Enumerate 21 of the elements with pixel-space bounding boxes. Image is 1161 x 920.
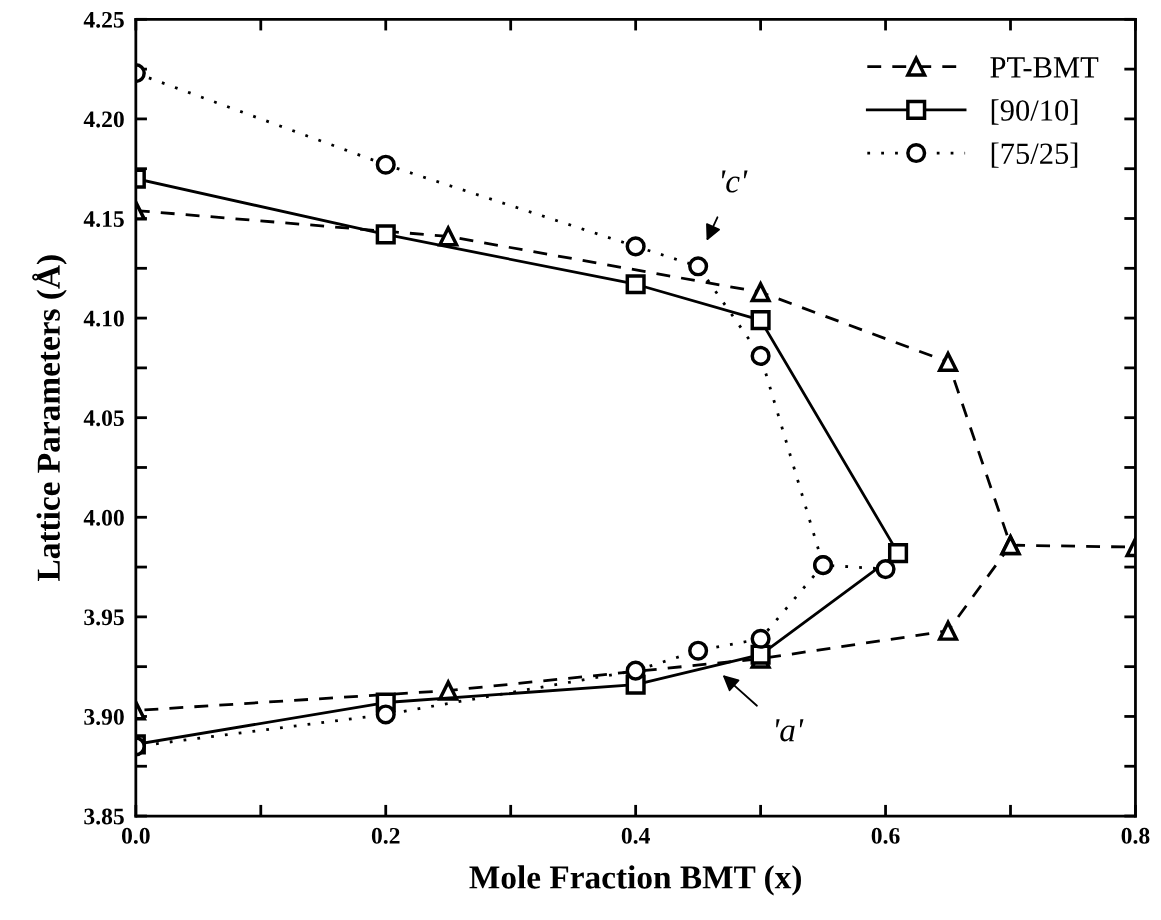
x-tick-label: 0.2 — [371, 827, 400, 844]
x-tick-label: 0.8 — [1121, 827, 1150, 844]
y-axis-title: Lattice Parameters (Å) — [32, 255, 67, 581]
y-tick-label: 3.85 — [84, 808, 124, 825]
y-tick-label: 4.20 — [83, 111, 124, 128]
legend-label: [90/10] — [991, 99, 1078, 125]
annotation: 'c' — [722, 170, 748, 193]
x-tick-label: 0.4 — [621, 827, 650, 844]
y-tick-label: 3.95 — [84, 609, 124, 626]
x-tick-label: 0.0 — [121, 827, 150, 844]
y-tick-label: 4.25 — [83, 11, 124, 28]
legend-label: [75/25] — [991, 142, 1078, 168]
y-tick-label: 4.05 — [83, 410, 124, 427]
y-tick-label: 4.00 — [83, 509, 124, 526]
y-tick-label: 4.10 — [83, 310, 124, 327]
legend-label: PT-BMT — [990, 57, 1099, 78]
y-tick-label: 4.15 — [83, 211, 124, 228]
annotation: 'a' — [776, 719, 804, 742]
y-tick-label: 3.90 — [84, 708, 124, 725]
x-tick-label: 0.6 — [871, 827, 900, 844]
x-axis-title: Mole Fraction BMT (x) — [469, 865, 801, 896]
